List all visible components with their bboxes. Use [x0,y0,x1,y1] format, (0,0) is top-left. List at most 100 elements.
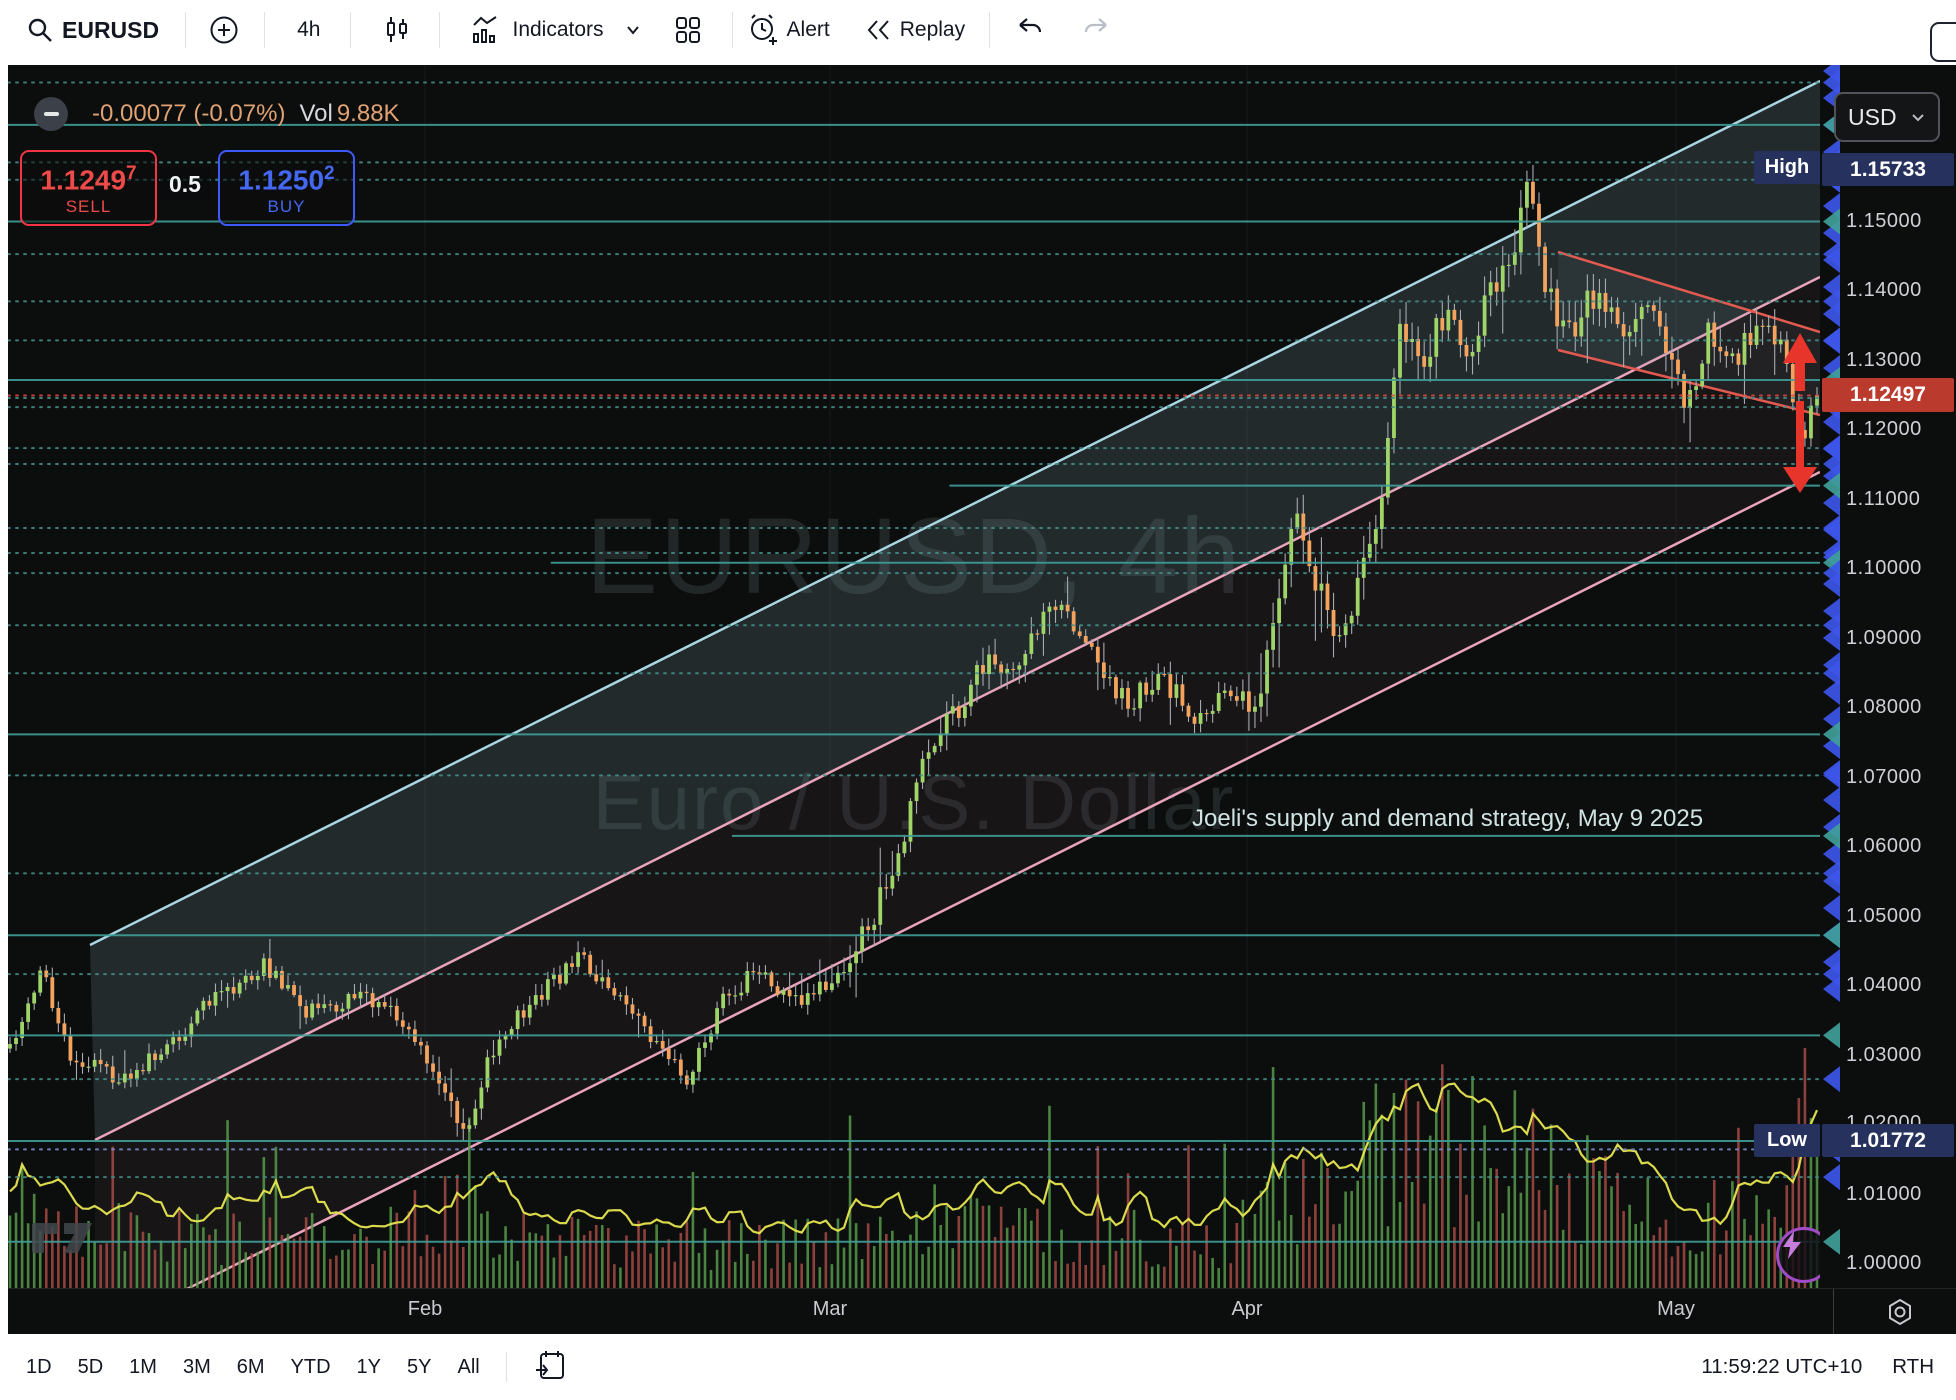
candle-body [1349,615,1354,624]
strategy-annotation[interactable]: Joeli's supply and demand strategy, May … [1192,805,1704,832]
candle-body [1337,635,1342,637]
candle-body [153,1053,157,1061]
candle-body [364,991,369,994]
range-button-1M[interactable]: 1M [129,1355,157,1378]
price-axis[interactable]: USD 1.15000 1.14000 1.13000 1.12000 1.11000 1… [1820,65,1956,1288]
volume-bar [1453,1227,1456,1288]
session-button[interactable]: RTH [1892,1355,1934,1378]
range-button-6M[interactable]: 6M [236,1355,265,1378]
instant-order-lightning-button[interactable] [1776,1227,1820,1283]
candle-body [1047,606,1052,612]
volume-bar [1102,1264,1106,1288]
volume-bar [1561,1229,1565,1288]
layout-grid-icon[interactable] [672,14,704,46]
volume-bar [383,1250,386,1288]
candle-body [1108,677,1112,679]
candle-body [1809,405,1813,439]
volume-bar [443,1175,447,1288]
volume-bar [1761,1223,1764,1288]
candle-body [1506,264,1511,267]
candle-body [280,970,284,989]
price-chart-canvas[interactable]: EURUSD, 4h Euro / U.S. Dollar -0.00077 (… [8,65,1820,1288]
high-flag: High [1754,151,1820,184]
volume-bar [371,1263,374,1288]
candle-body [745,971,750,993]
sell-button[interactable]: 1.12497 SELL [20,150,157,226]
candle-body [582,952,587,955]
currency-dropdown[interactable]: USD [1834,92,1940,142]
spread-value: 0.5 [160,168,210,200]
range-button-1D[interactable]: 1D [26,1355,52,1378]
chevron-down-icon[interactable] [624,21,642,39]
volume-bar [171,1240,175,1288]
volume-bar [975,1198,979,1288]
candle-body [1718,346,1723,352]
range-button-3M[interactable]: 3M [182,1355,211,1378]
candle-body [1464,344,1469,357]
candle-body [485,1057,490,1088]
volume-bar [891,1230,894,1288]
range-button-All[interactable]: All [457,1355,480,1378]
range-button-5D[interactable]: 5D [77,1355,104,1378]
candle-body [455,1101,460,1124]
replay-button[interactable]: Replay [899,18,966,41]
undo-icon[interactable] [1014,17,1044,43]
volume-bar [1737,1127,1740,1288]
candle-body [1174,684,1179,698]
go-to-date-calendar-icon[interactable] [533,1348,567,1387]
range-button-1Y[interactable]: 1Y [356,1355,382,1378]
candle-body [830,983,834,990]
candle-body [1186,705,1191,717]
candle-body [1573,322,1578,337]
interval-button[interactable]: 4h [297,18,321,41]
candle-body [1313,566,1318,591]
replay-rewind-icon[interactable] [864,16,894,44]
candle-body [999,664,1004,674]
symbol-button[interactable]: EURUSD [62,16,160,43]
candle-body [1452,309,1457,320]
legend-collapse-button[interactable] [34,97,68,131]
volume-bar [135,1215,139,1288]
volume-bar [474,1185,477,1288]
indicators-button[interactable]: Indicators [512,18,604,41]
candle-body [1210,710,1215,714]
candle-body [1373,529,1378,544]
candle-body [678,1059,683,1076]
search-icon[interactable] [26,16,54,44]
axis-settings-hexagon-icon[interactable] [1885,1297,1915,1332]
chart-drawing-layer[interactable] [8,65,1820,1288]
candle-body [1168,673,1173,698]
axis-price-tag [1823,922,1840,949]
candle-body [358,991,363,999]
clipped-toolbar-button[interactable] [1930,22,1956,62]
range-button-YTD[interactable]: YTD [290,1355,331,1378]
range-button-5Y[interactable]: 5Y [407,1355,432,1378]
volume-bar [1314,1204,1317,1288]
candle-body [419,1041,423,1046]
buy-button[interactable]: 1.12502 BUY [218,150,355,226]
volume-bar [1211,1257,1214,1288]
compare-add-icon[interactable] [208,14,240,46]
alert-button[interactable]: Alert [786,18,830,41]
axis-price-tag [1823,451,1840,478]
volume-bar [1241,1199,1245,1288]
candle-body [1023,653,1028,666]
candle-body [1549,288,1553,293]
candle-body [1615,307,1620,325]
candle-body [491,1055,496,1058]
indicators-icon[interactable] [470,15,502,45]
volume-bar [498,1254,501,1288]
candle-body [1494,282,1499,292]
volume-bar [262,1157,266,1288]
candle-body [1712,322,1717,347]
redo-icon[interactable] [1082,17,1112,43]
volume-bar [1332,1224,1335,1288]
time-axis[interactable]: Feb Mar Apr May [8,1288,1956,1335]
clock-timezone[interactable]: 11:59:22 UTC+10 [1701,1355,1863,1378]
alert-clock-icon[interactable] [745,12,781,48]
chart-type-candles-icon[interactable] [383,15,411,45]
volume-bar [1428,1135,1432,1288]
candle-body [431,1063,435,1072]
candle-body [183,1036,188,1041]
volume-bar [570,1216,574,1288]
